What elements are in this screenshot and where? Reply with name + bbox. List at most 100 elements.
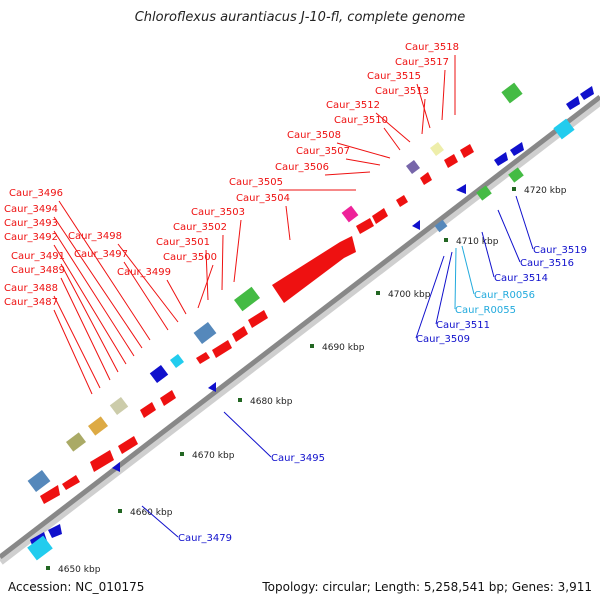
gene-forward[interactable] <box>420 172 432 185</box>
gene-label[interactable]: Caur_3493 <box>4 218 58 229</box>
leader-line <box>197 264 214 309</box>
gene-label[interactable]: Caur_3513 <box>375 86 429 97</box>
gene-label[interactable]: Caur_3512 <box>326 100 380 111</box>
gene-reverse[interactable] <box>456 184 466 194</box>
leader-line <box>221 234 224 291</box>
gene-label[interactable]: Caur_3503 <box>191 207 245 218</box>
gene-label[interactable]: Caur_3519 <box>533 245 587 256</box>
feature-block[interactable] <box>234 286 260 312</box>
gene-forward[interactable] <box>40 485 60 504</box>
leader-line <box>233 219 242 283</box>
leader-line <box>441 69 446 121</box>
gene-label[interactable]: Caur_3495 <box>271 453 325 464</box>
gene-label[interactable]: Caur_3505 <box>229 177 283 188</box>
leader-line <box>324 171 371 176</box>
gene-label[interactable]: Caur_3511 <box>436 320 490 331</box>
feature-block[interactable] <box>66 432 86 452</box>
feature-block[interactable] <box>27 535 53 561</box>
gene-reverse[interactable] <box>112 462 120 472</box>
leader-line <box>205 249 209 301</box>
gene-forward-large[interactable] <box>272 236 356 303</box>
gene-forward[interactable] <box>356 218 374 234</box>
gene-label[interactable]: Caur_3517 <box>395 57 449 68</box>
gene-forward[interactable] <box>196 352 210 364</box>
gene-label[interactable]: Caur_3507 <box>296 146 350 157</box>
gene-forward[interactable] <box>232 326 248 342</box>
feature-block[interactable] <box>508 167 524 183</box>
gene-label[interactable]: Caur_3487 <box>4 297 58 308</box>
gene-label[interactable]: Caur_3518 <box>405 42 459 53</box>
gene-label[interactable]: Caur_3492 <box>4 232 58 243</box>
gene-label[interactable]: Caur_3497 <box>74 249 128 260</box>
gene-forward[interactable] <box>140 402 156 418</box>
gene-forward[interactable] <box>118 436 138 454</box>
tick-label: 4670 kbp <box>192 451 235 461</box>
gene-forward[interactable] <box>90 450 114 472</box>
gene-label[interactable]: Caur_3488 <box>4 283 58 294</box>
feature-block[interactable] <box>501 82 523 104</box>
gene-reverse[interactable] <box>208 382 216 392</box>
tick-mark <box>118 509 122 513</box>
leader-line <box>515 195 534 250</box>
gene-label[interactable]: Caur_3489 <box>11 265 65 276</box>
gene-reverse[interactable] <box>48 524 62 538</box>
leader-line <box>375 112 411 143</box>
gene-label[interactable]: Caur_3479 <box>178 533 232 544</box>
gene-reverse[interactable] <box>580 86 594 100</box>
gene-label[interactable]: Caur_3515 <box>367 71 421 82</box>
gene-forward[interactable] <box>396 195 408 207</box>
gene-forward[interactable] <box>248 310 268 328</box>
gene-features <box>27 82 594 561</box>
feature-block[interactable] <box>27 469 51 493</box>
gene-label[interactable]: Caur_3514 <box>494 273 548 284</box>
gene-label[interactable]: Caur_3496 <box>9 188 63 199</box>
gene-forward[interactable] <box>212 340 232 358</box>
gene-forward[interactable] <box>444 154 458 168</box>
gene-label[interactable]: Caur_3504 <box>236 193 290 204</box>
gene-label[interactable]: Caur_3501 <box>156 237 210 248</box>
tick-label: 4700 kbp <box>388 290 431 300</box>
gene-label[interactable]: Caur_3510 <box>334 115 388 126</box>
feature-block[interactable] <box>341 205 359 223</box>
gene-label[interactable]: Caur_3500 <box>163 252 217 263</box>
gene-reverse[interactable] <box>412 220 420 230</box>
feature-block[interactable] <box>476 185 492 201</box>
feature-block[interactable] <box>429 141 445 157</box>
feature-block[interactable] <box>149 364 169 384</box>
gene-forward[interactable] <box>372 208 388 224</box>
feature-block[interactable] <box>434 219 448 233</box>
feature-block[interactable] <box>88 416 108 436</box>
gene-label[interactable]: Caur_3491 <box>11 251 65 262</box>
gene-label[interactable]: Caur_3502 <box>173 222 227 233</box>
genome-title: Chloroflexus aurantiacus J-10-fl, comple… <box>134 10 466 25</box>
gene-forward[interactable] <box>62 475 80 490</box>
gene-reverse[interactable] <box>494 152 508 166</box>
feature-block[interactable] <box>109 396 129 416</box>
tick-mark <box>46 566 50 570</box>
gene-label[interactable]: Caur_3508 <box>287 130 341 141</box>
tick-mark <box>310 344 314 348</box>
gene-reverse[interactable] <box>510 142 524 156</box>
gene-label[interactable]: Caur_3494 <box>4 204 58 215</box>
feature-block[interactable] <box>405 159 421 175</box>
gene-label[interactable]: Caur_3506 <box>275 162 329 173</box>
feature-block[interactable] <box>553 118 575 140</box>
backbone-shadow <box>0 97 600 565</box>
gene-label[interactable]: Caur_R0056 <box>474 290 535 301</box>
gene-label[interactable]: Caur_3498 <box>68 231 122 242</box>
gene-label[interactable]: Caur_3509 <box>416 334 470 345</box>
gene-label[interactable]: Caur_3516 <box>520 258 574 269</box>
gene-label[interactable]: Caur_3499 <box>117 267 171 278</box>
forward-gene-labels: Caur_3518 Caur_3517 Caur_3515 Caur_3513 Caur… <box>4 42 459 395</box>
gene-forward[interactable] <box>160 390 176 406</box>
leader-line <box>53 244 127 365</box>
tick-mark <box>180 452 184 456</box>
feature-block[interactable] <box>193 321 217 345</box>
gene-label[interactable]: Caur_R0055 <box>455 305 516 316</box>
tick-mark <box>376 291 380 295</box>
gene-forward[interactable] <box>460 144 474 158</box>
feature-block[interactable] <box>169 353 185 369</box>
leader-line <box>383 127 401 151</box>
leader-line <box>421 98 426 135</box>
gene-reverse[interactable] <box>566 96 580 110</box>
